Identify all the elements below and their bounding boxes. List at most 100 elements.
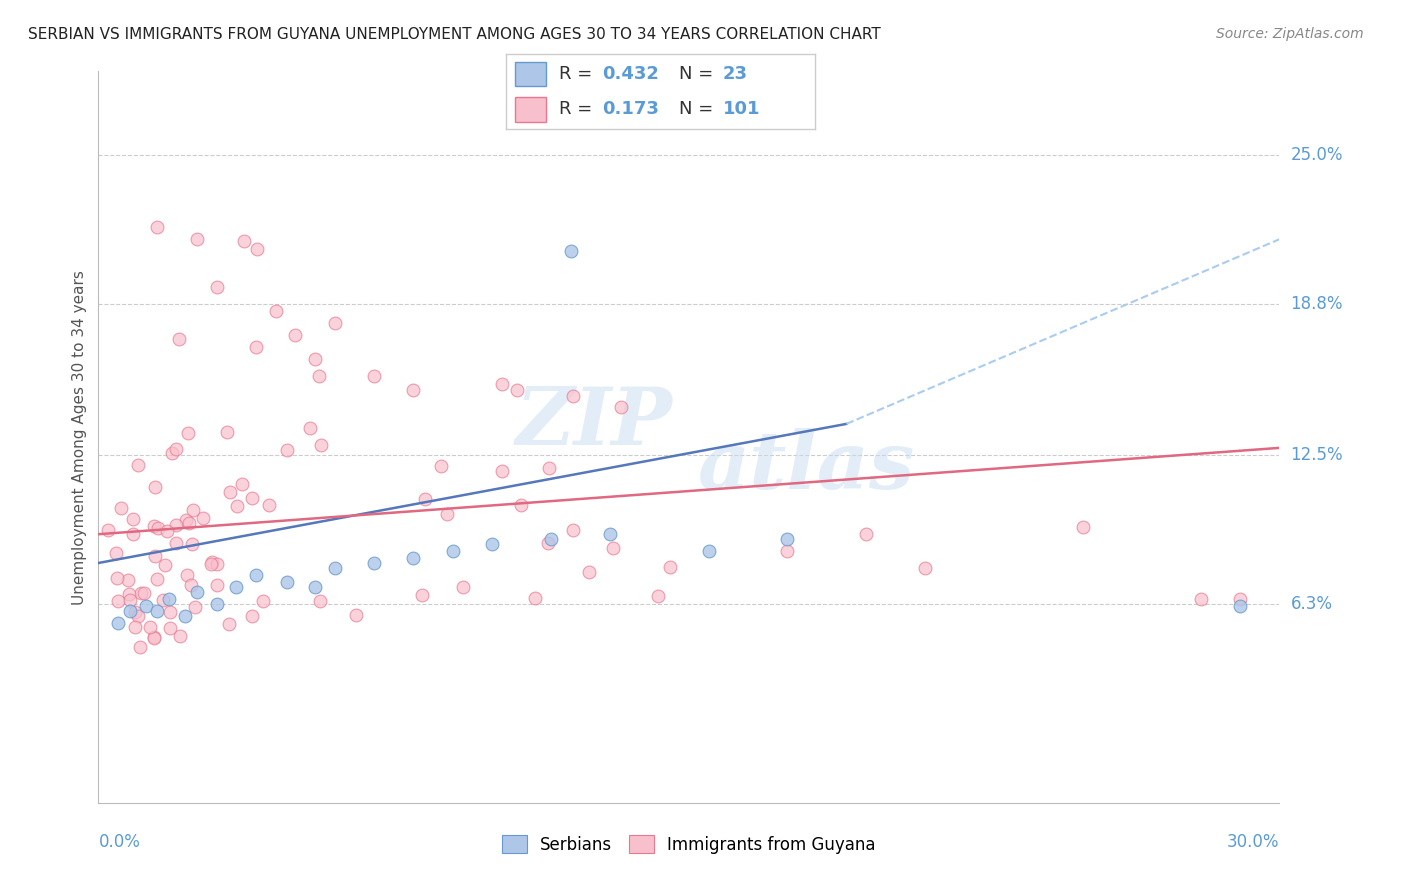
Point bbox=[481, 537, 503, 551]
Point bbox=[181, 503, 204, 517]
Point bbox=[225, 500, 247, 514]
Point bbox=[659, 559, 682, 574]
Text: R =: R = bbox=[558, 100, 598, 118]
Point bbox=[180, 578, 202, 592]
Point bbox=[107, 615, 129, 630]
Point bbox=[240, 491, 263, 506]
Text: 30.0%: 30.0% bbox=[1227, 833, 1279, 851]
Point bbox=[174, 608, 197, 623]
Point bbox=[165, 517, 187, 532]
Point bbox=[602, 541, 624, 556]
Point bbox=[129, 586, 152, 600]
Text: Source: ZipAtlas.com: Source: ZipAtlas.com bbox=[1216, 27, 1364, 41]
Point bbox=[914, 561, 936, 575]
Point bbox=[146, 220, 169, 235]
Point bbox=[276, 575, 298, 590]
Point bbox=[776, 532, 799, 546]
Text: 0.0%: 0.0% bbox=[98, 833, 141, 851]
Point bbox=[127, 609, 149, 624]
Text: 23: 23 bbox=[723, 65, 748, 83]
Point bbox=[402, 384, 425, 398]
Point bbox=[159, 621, 181, 635]
Point bbox=[402, 551, 425, 566]
Point bbox=[218, 617, 240, 632]
Point bbox=[855, 527, 877, 541]
Point bbox=[107, 594, 129, 608]
Point bbox=[143, 549, 166, 563]
Point bbox=[776, 544, 799, 558]
Point bbox=[118, 593, 141, 607]
Point bbox=[143, 480, 166, 494]
Point bbox=[110, 500, 132, 515]
Text: N =: N = bbox=[679, 65, 720, 83]
Text: SERBIAN VS IMMIGRANTS FROM GUYANA UNEMPLOYMENT AMONG AGES 30 TO 34 YEARS CORRELA: SERBIAN VS IMMIGRANTS FROM GUYANA UNEMPL… bbox=[28, 27, 882, 42]
Point bbox=[169, 628, 191, 642]
Point bbox=[153, 558, 176, 572]
Point bbox=[240, 609, 263, 624]
Point bbox=[127, 458, 149, 472]
Point bbox=[264, 304, 287, 318]
Point bbox=[157, 591, 180, 606]
Point bbox=[205, 597, 228, 611]
Point bbox=[148, 520, 170, 534]
Point bbox=[560, 244, 582, 259]
Point bbox=[218, 485, 240, 500]
Point bbox=[451, 580, 474, 594]
Point bbox=[1229, 599, 1251, 614]
Point bbox=[413, 492, 436, 507]
Point bbox=[304, 580, 326, 594]
Point bbox=[191, 511, 214, 525]
Point bbox=[298, 421, 321, 435]
Point bbox=[308, 369, 330, 384]
Point bbox=[177, 425, 200, 440]
Point bbox=[509, 498, 531, 512]
Point bbox=[143, 632, 166, 646]
Point bbox=[165, 442, 187, 457]
Point bbox=[246, 242, 269, 256]
Point bbox=[122, 527, 145, 541]
Point bbox=[346, 607, 368, 622]
Point bbox=[139, 620, 162, 634]
Text: atlas: atlas bbox=[699, 427, 915, 505]
Y-axis label: Unemployment Among Ages 30 to 34 years: Unemployment Among Ages 30 to 34 years bbox=[72, 269, 87, 605]
Point bbox=[233, 234, 256, 248]
Point bbox=[599, 527, 621, 541]
Point bbox=[145, 572, 167, 586]
Point bbox=[186, 232, 208, 246]
Point bbox=[245, 340, 267, 354]
Point bbox=[176, 568, 198, 582]
Point bbox=[207, 558, 229, 572]
Point bbox=[284, 328, 307, 343]
Point bbox=[174, 513, 197, 527]
Legend: Serbians, Immigrants from Guyana: Serbians, Immigrants from Guyana bbox=[495, 829, 883, 860]
Point bbox=[135, 599, 157, 614]
Point bbox=[363, 368, 385, 383]
Point bbox=[167, 332, 190, 346]
Point bbox=[132, 585, 155, 599]
Point bbox=[259, 498, 281, 512]
Point bbox=[430, 458, 453, 473]
Point bbox=[491, 377, 513, 392]
Point bbox=[122, 512, 145, 526]
Text: 101: 101 bbox=[723, 100, 761, 118]
Point bbox=[186, 584, 208, 599]
Text: 6.3%: 6.3% bbox=[1291, 595, 1333, 613]
Point bbox=[309, 594, 332, 608]
Point bbox=[231, 477, 253, 491]
Text: N =: N = bbox=[679, 100, 720, 118]
Point bbox=[152, 592, 174, 607]
Point bbox=[124, 620, 146, 634]
Point bbox=[179, 516, 201, 530]
Point bbox=[117, 573, 139, 587]
Point bbox=[304, 352, 326, 367]
Point bbox=[323, 316, 346, 330]
Point bbox=[540, 532, 562, 546]
Point bbox=[252, 594, 274, 608]
FancyBboxPatch shape bbox=[516, 97, 547, 122]
Point bbox=[118, 587, 141, 601]
Point bbox=[97, 523, 120, 537]
Point bbox=[200, 557, 222, 571]
Point bbox=[647, 589, 669, 603]
Point bbox=[245, 568, 267, 582]
Point bbox=[562, 524, 585, 538]
